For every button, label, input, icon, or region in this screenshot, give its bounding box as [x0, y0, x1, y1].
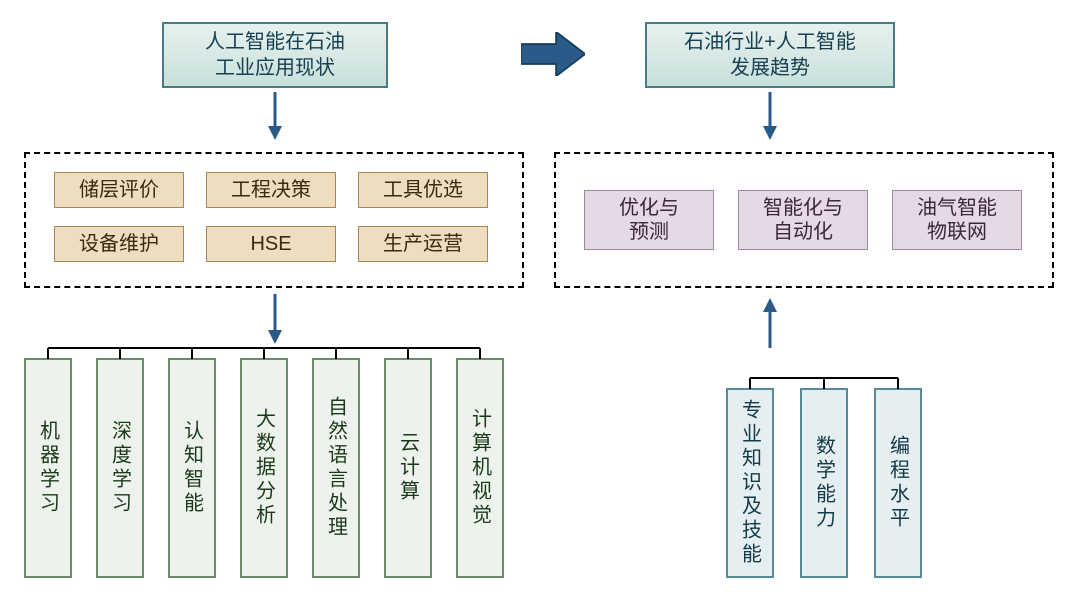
left-category-box: HSE — [206, 226, 336, 262]
left-tech-column: 计算机视觉 — [456, 358, 504, 578]
right-skill-column: 专业知识及技能 — [726, 388, 774, 578]
right-category-box: 智能化与 自动化 — [738, 190, 868, 250]
arrow-up-icon — [760, 298, 780, 348]
left-category-box: 储层评价 — [54, 172, 184, 208]
right-category-box: 优化与 预测 — [584, 190, 714, 250]
left-category-box: 工程决策 — [206, 172, 336, 208]
arrow-down-icon — [760, 92, 780, 140]
left-tech-column: 大数据分析 — [240, 358, 288, 578]
big-arrow-icon — [521, 32, 585, 76]
left-category-box: 工具优选 — [358, 172, 488, 208]
left-tech-column: 认知智能 — [168, 358, 216, 578]
left-category-box: 生产运营 — [358, 226, 488, 262]
left-tech-column: 云计算 — [384, 358, 432, 578]
right-skill-column: 数学能力 — [800, 388, 848, 578]
left-fork-connector — [44, 347, 484, 361]
left-category-box: 设备维护 — [54, 226, 184, 262]
right-header-box: 石油行业+人工智能 发展趋势 — [645, 22, 895, 88]
right-skill-column: 编程水平 — [874, 388, 922, 578]
arrow-down-icon — [265, 294, 285, 344]
right-fork-connector — [746, 377, 902, 391]
right-category-box: 油气智能 物联网 — [892, 190, 1022, 250]
left-tech-column: 机器学习 — [24, 358, 72, 578]
left-tech-column: 自然语言处理 — [312, 358, 360, 578]
arrow-down-icon — [265, 92, 285, 140]
left-tech-column: 深度学习 — [96, 358, 144, 578]
left-header-box: 人工智能在石油 工业应用现状 — [162, 22, 388, 88]
